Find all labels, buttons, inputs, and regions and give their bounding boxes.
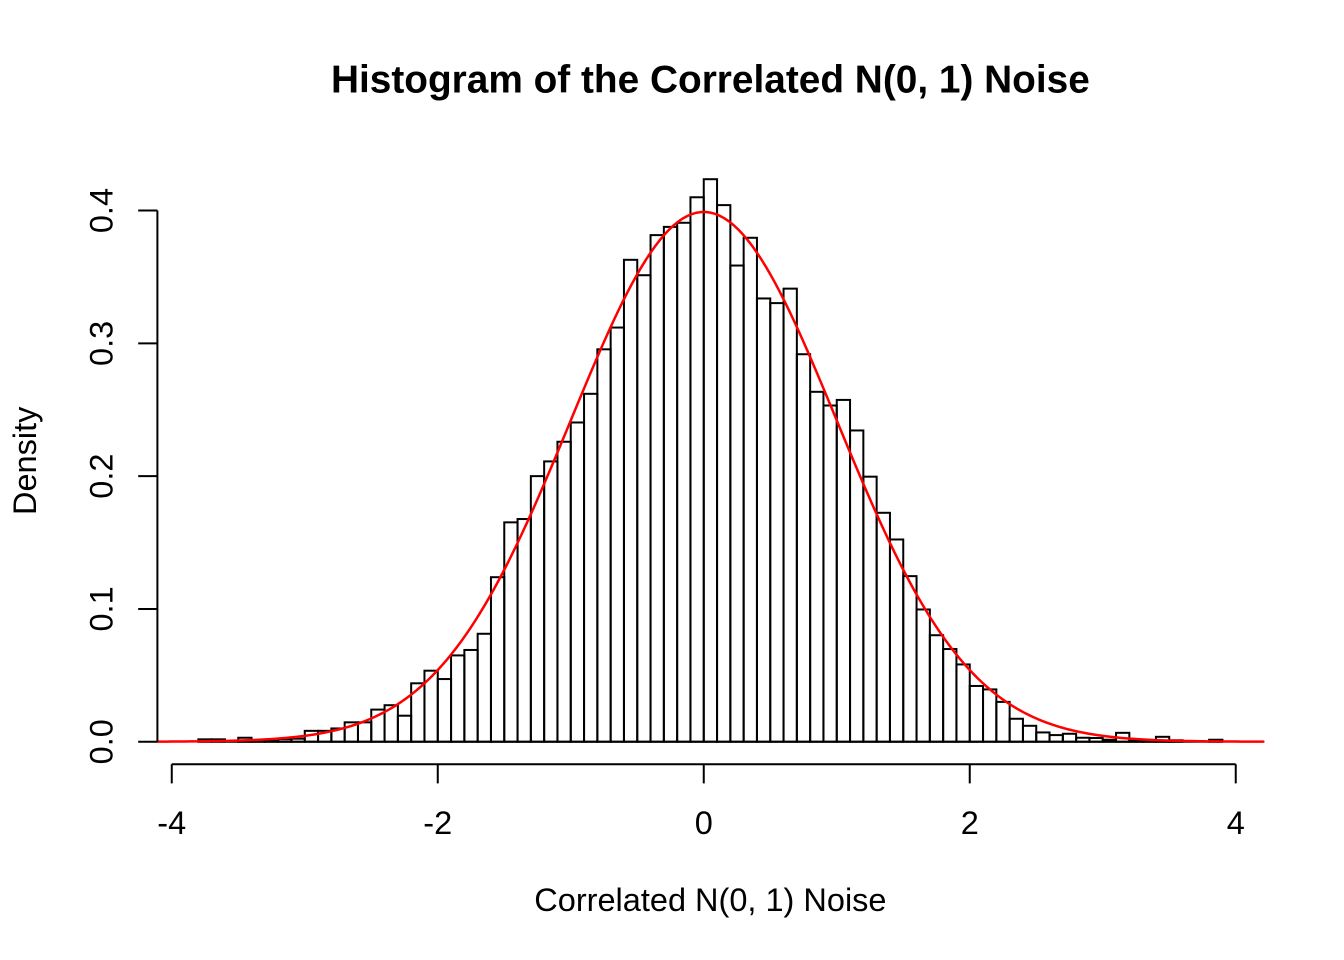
svg-text:0.0: 0.0 [84,719,120,764]
svg-text:0.4: 0.4 [84,188,120,233]
svg-text:0: 0 [695,805,713,841]
svg-text:-4: -4 [157,805,186,841]
svg-text:Correlated N(0, 1) Noise: Correlated N(0, 1) Noise [534,882,886,918]
svg-text:0.1: 0.1 [84,586,120,631]
svg-text:Density: Density [7,406,43,515]
svg-text:-2: -2 [423,805,452,841]
svg-text:2: 2 [961,805,979,841]
svg-text:0.2: 0.2 [84,454,120,499]
svg-text:Histogram of the Correlated N(: Histogram of the Correlated N(0, 1) Nois… [331,59,1090,102]
svg-text:0.3: 0.3 [84,321,120,366]
svg-text:4: 4 [1227,805,1245,841]
